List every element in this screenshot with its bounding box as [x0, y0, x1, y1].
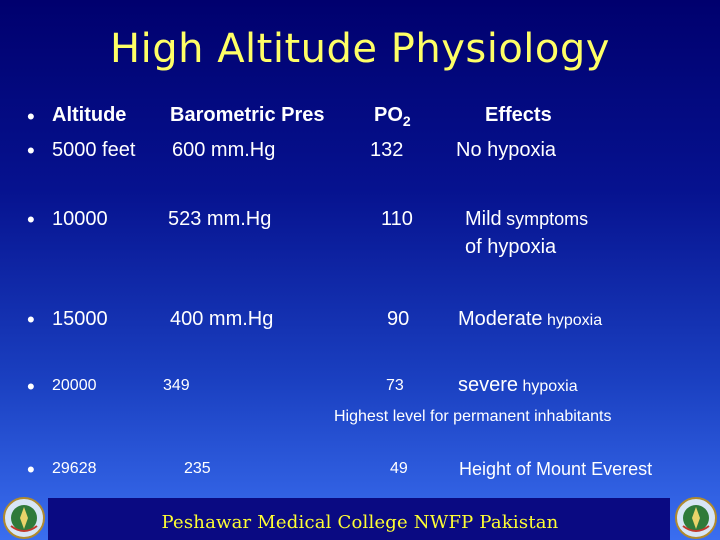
row-pressure: 600 mm.Hg — [172, 139, 276, 161]
effect-word-small: symptoms — [506, 209, 589, 229]
header-altitude: Altitude — [52, 104, 127, 126]
row-po2: 132 — [370, 139, 404, 161]
row-po2: 110 — [381, 208, 413, 230]
header-po2-subscript: 2 — [402, 113, 411, 129]
row-pressure: 235 — [184, 460, 211, 477]
row-po2: 90 — [387, 308, 410, 330]
row-effect: Mild symptoms — [465, 208, 588, 231]
effect-word-small: hypoxia — [546, 312, 603, 329]
row-po2: 73 — [386, 377, 404, 394]
row-pressure: 523 mm.Hg — [168, 208, 272, 230]
bullet-marker: • — [27, 307, 35, 332]
footer-band — [48, 498, 670, 540]
bullet-marker: • — [27, 104, 35, 129]
effect-word-small: hypoxia — [522, 378, 578, 395]
bullet-marker: • — [27, 138, 35, 163]
row-effect: Moderate hypoxia — [458, 308, 602, 331]
bullet-marker: • — [27, 457, 35, 482]
footer-text: Peshawar Medical College NWFP Pakistan — [161, 512, 559, 533]
effect-word: Moderate — [458, 308, 543, 330]
row-pressure: 400 mm.Hg — [170, 308, 274, 330]
slide-title: High Altitude Physiology — [110, 26, 610, 72]
header-effects: Effects — [485, 104, 552, 126]
row-altitude: 10000 — [52, 208, 108, 230]
college-emblem-icon — [3, 497, 45, 539]
row-altitude: 20000 — [52, 377, 97, 394]
effect-word: severe — [458, 374, 519, 396]
bullet-marker: • — [27, 207, 35, 232]
header-pressure: Barometric Pres — [170, 104, 325, 126]
header-po2-text: PO — [374, 104, 403, 126]
row-effect: No hypoxia — [456, 139, 557, 161]
row-note: Highest level for permanent inhabitants — [334, 408, 612, 425]
row-effect-continued: of hypoxia — [465, 236, 557, 258]
effect-word: Mild — [465, 208, 502, 230]
row-effect: Height of Mount Everest — [459, 459, 653, 479]
college-emblem-icon — [675, 497, 717, 539]
row-pressure: 349 — [163, 377, 190, 394]
row-altitude: 5000 feet — [52, 139, 136, 161]
bullet-marker: • — [27, 374, 35, 399]
row-po2: 49 — [390, 460, 408, 477]
header-po2: PO2 — [374, 104, 411, 129]
row-effect: severe hypoxia — [458, 374, 578, 397]
row-altitude: 29628 — [52, 460, 97, 477]
row-altitude: 15000 — [52, 308, 108, 330]
